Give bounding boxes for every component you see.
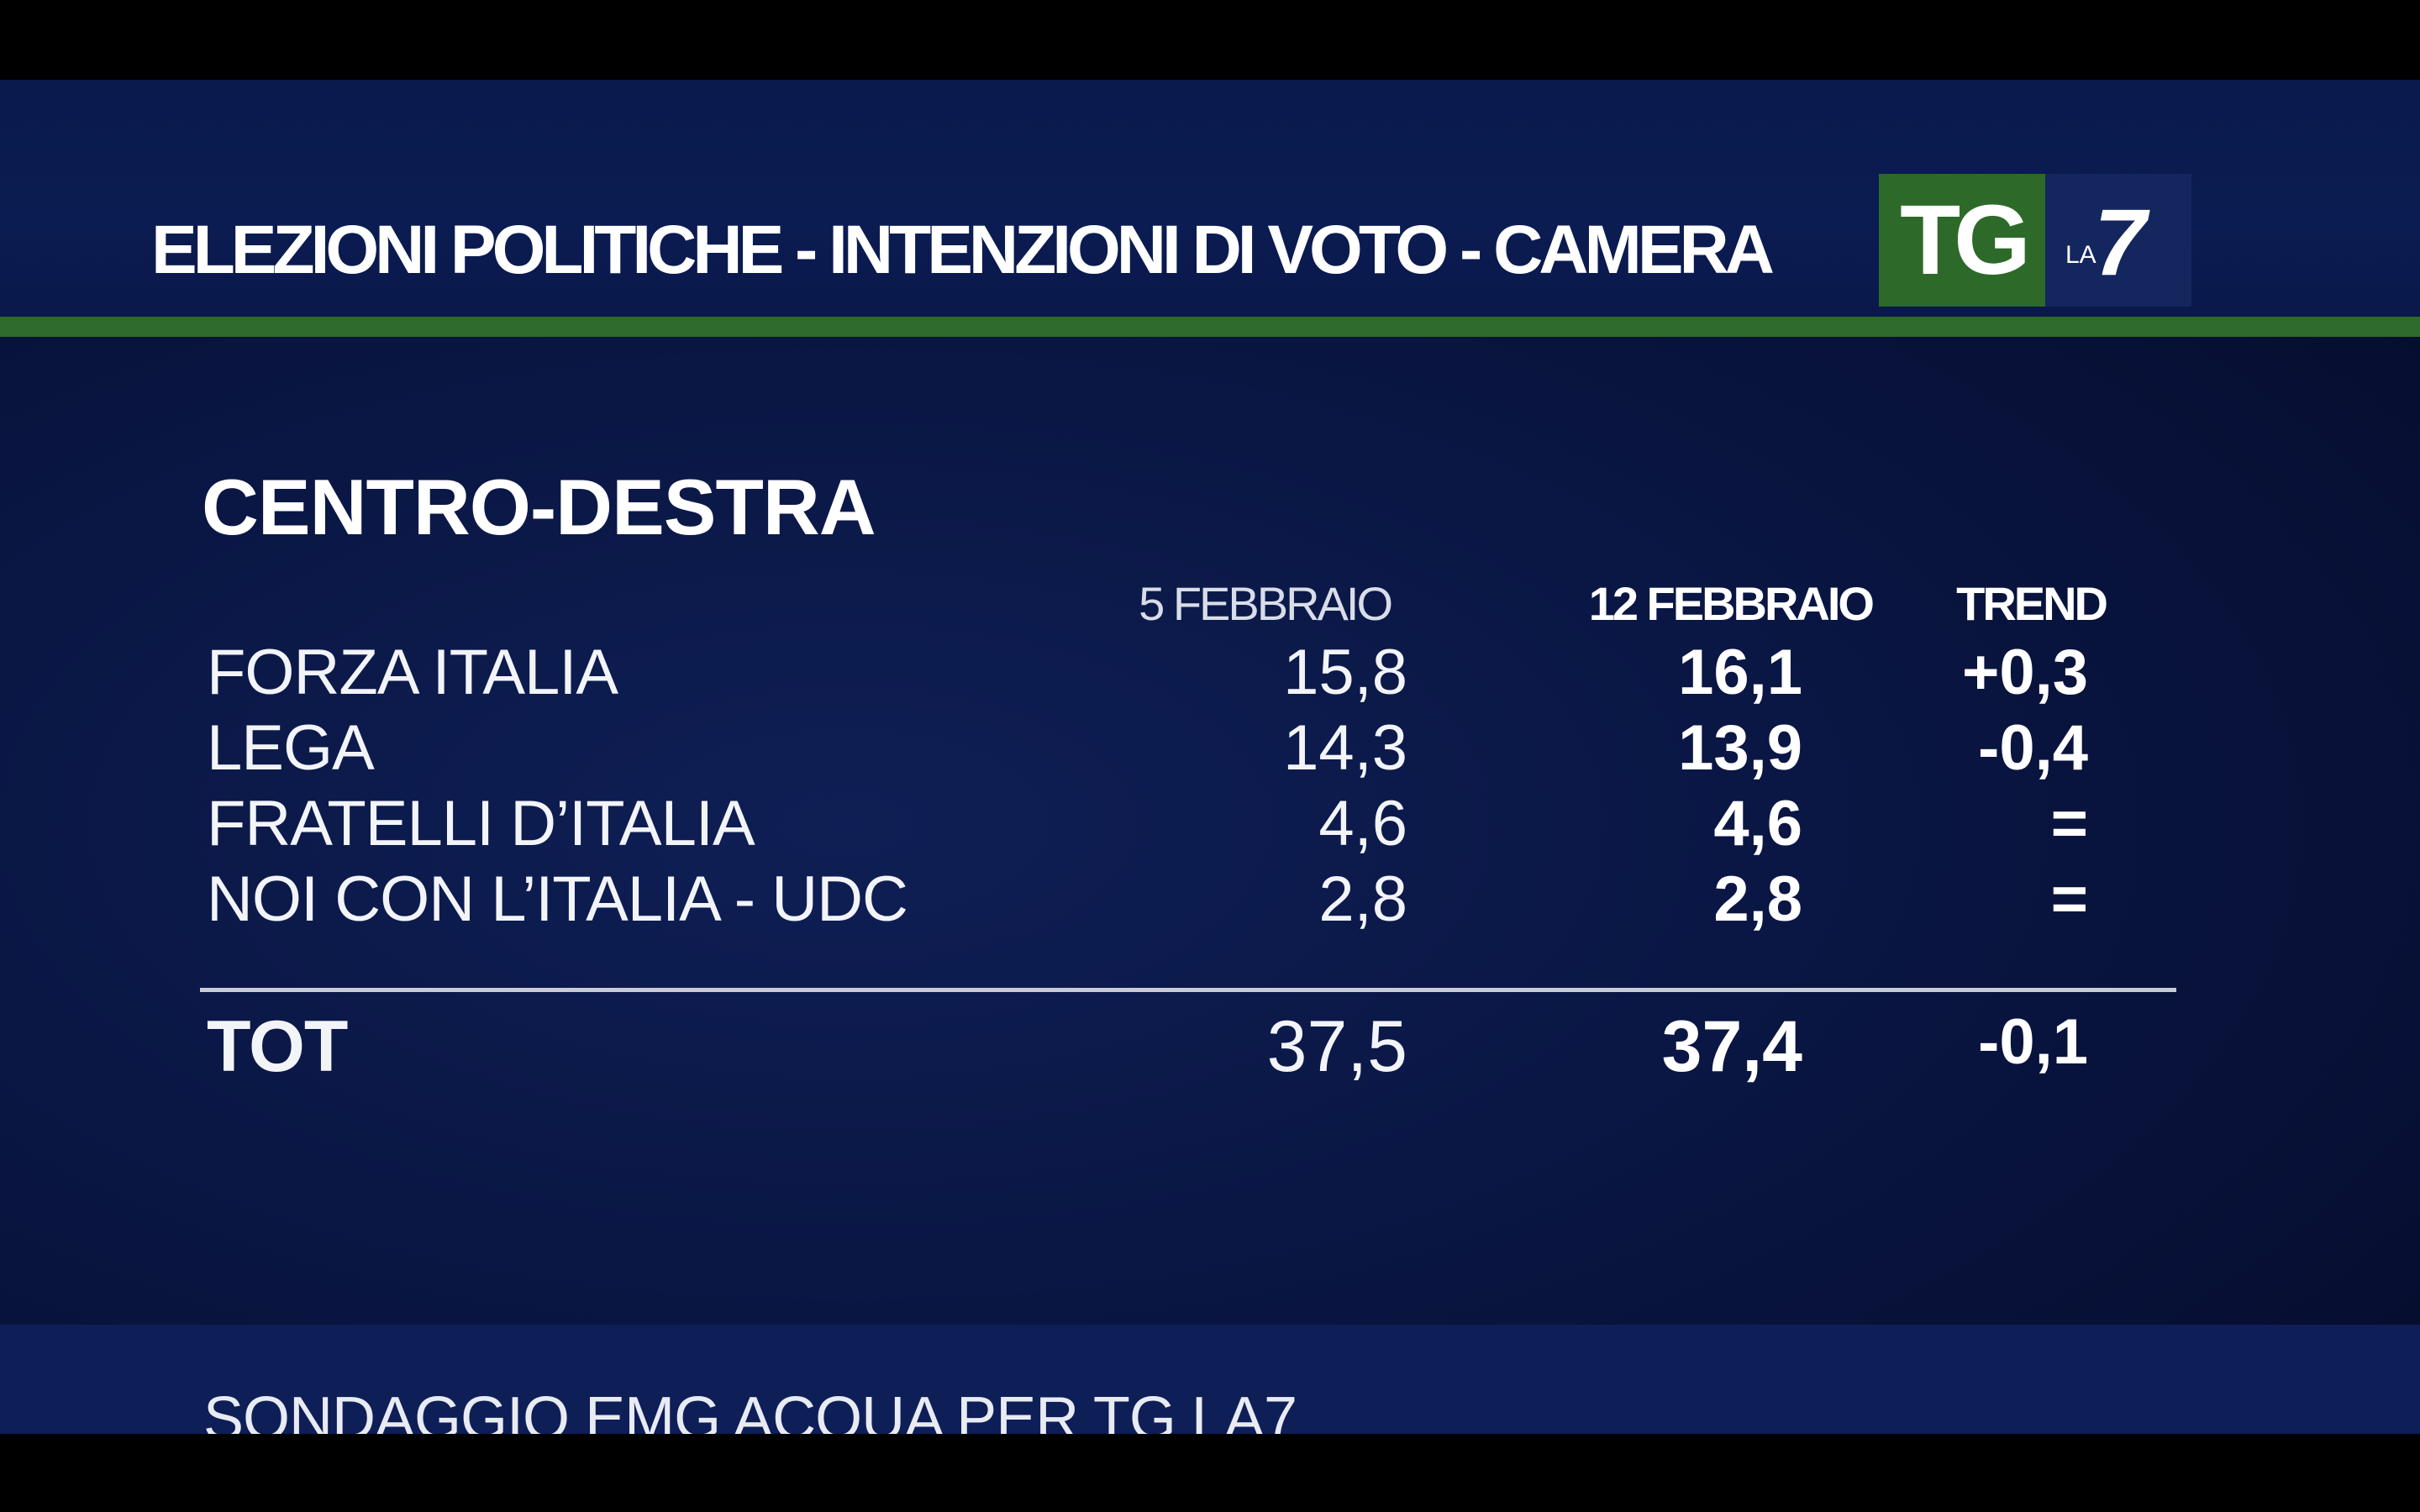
value-feb12: 13,9: [1678, 712, 1802, 784]
value-feb5: 4,6: [1318, 788, 1407, 859]
coalition-title: CENTRO-DESTRA: [202, 463, 876, 551]
party-name: LEGA: [207, 712, 375, 784]
logo-tg-block: TG: [1879, 174, 2045, 307]
logo-la-text: LA: [2065, 241, 2096, 269]
party-name: NOI CON L’ITALIA - UDC: [207, 864, 908, 935]
party-name: FRATELLI D’ITALIA: [207, 788, 755, 859]
total-feb5: 37,5: [1266, 1006, 1407, 1087]
logo-la7-block: LA 7: [2045, 174, 2191, 307]
title-divider: [0, 317, 2420, 337]
column-header-feb5: 5 FEBBRAIO: [1139, 577, 1393, 630]
column-header-feb12: 12 FEBBRAIO: [1588, 577, 1875, 630]
table-row: FRATELLI D’ITALIA 4,6 4,6 =: [0, 792, 2420, 868]
total-feb12: 37,4: [1661, 1006, 1802, 1087]
footer-band: [0, 1325, 2420, 1434]
logo-seven-text: 7: [2094, 190, 2147, 295]
total-divider: [200, 988, 2176, 992]
value-trend: =: [2050, 788, 2088, 859]
total-row: TOT 37,5 37,4 -0,1: [0, 1011, 2420, 1086]
table-row: FORZA ITALIA 15,8 16,1 +0,3: [0, 641, 2420, 717]
total-trend: -0,1: [1978, 1006, 2088, 1078]
table-row: LEGA 14,3 13,9 -0,4: [0, 717, 2420, 792]
value-trend: -0,4: [1978, 712, 2088, 784]
table-row: NOI CON L’ITALIA - UDC 2,8 2,8 =: [0, 868, 2420, 943]
value-feb12: 2,8: [1713, 864, 1802, 935]
value-trend: +0,3: [1961, 637, 2088, 708]
total-label: TOT: [207, 1006, 348, 1087]
value-feb5: 15,8: [1283, 637, 1407, 708]
source-caption: SONDAGGIO EMG ACQUA PER TG LA7: [203, 1385, 1297, 1434]
tg-la7-logo: TG LA 7: [1879, 174, 2191, 307]
page-title: ELEZIONI POLITICHE - INTENZIONI DI VOTO …: [151, 216, 1775, 285]
broadcast-graphic: ELEZIONI POLITICHE - INTENZIONI DI VOTO …: [0, 80, 2420, 1434]
value-feb5: 14,3: [1283, 712, 1407, 784]
value-feb5: 2,8: [1318, 864, 1407, 935]
value-feb12: 16,1: [1678, 637, 1802, 708]
value-trend: =: [2050, 864, 2088, 935]
value-feb12: 4,6: [1713, 788, 1802, 859]
column-header-trend: TREND: [1956, 577, 2108, 630]
party-name: FORZA ITALIA: [207, 637, 618, 708]
